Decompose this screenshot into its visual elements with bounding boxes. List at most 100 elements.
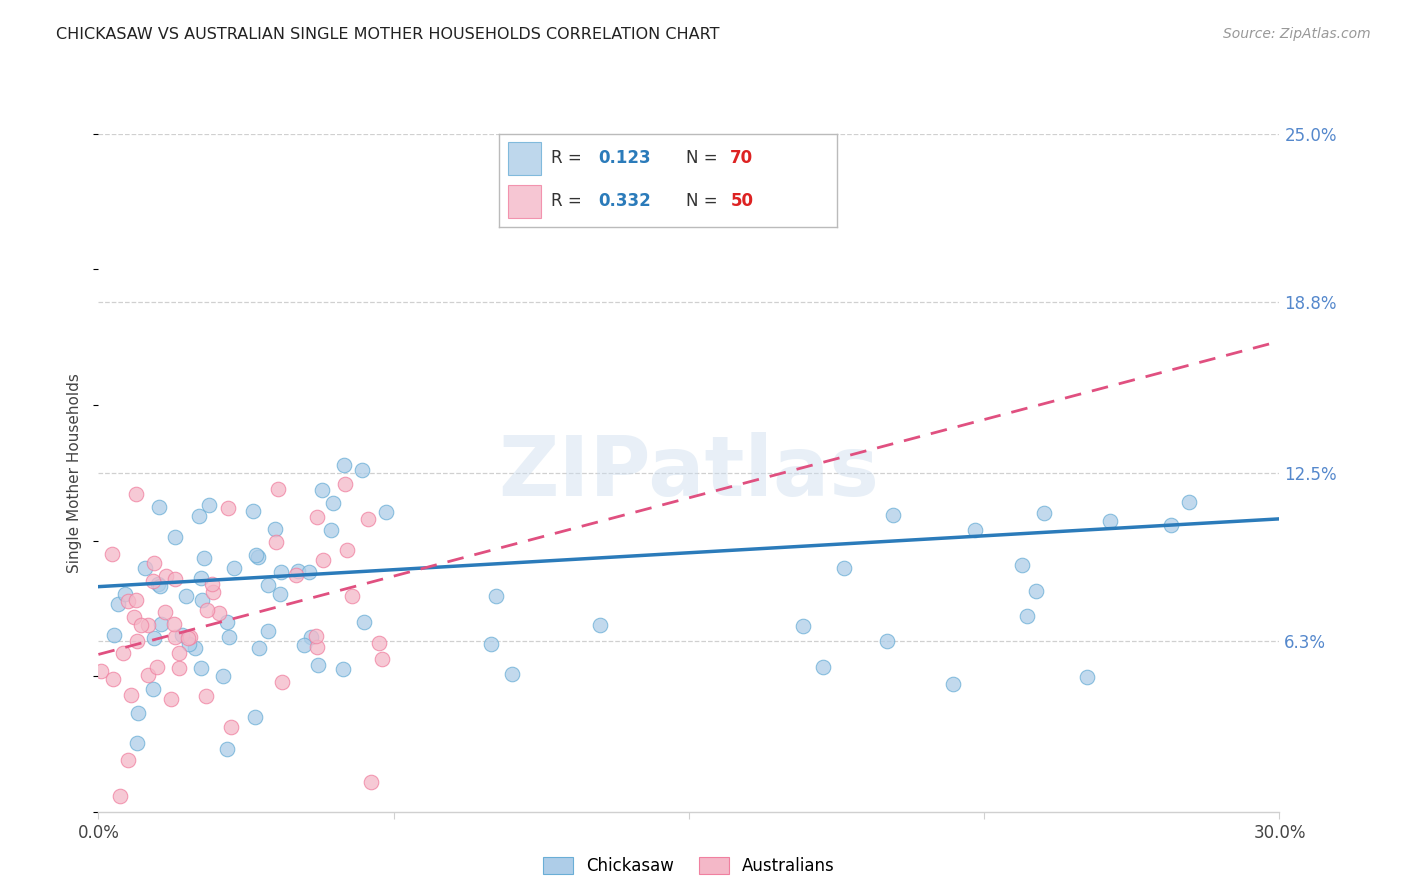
Point bbox=[307, 658, 329, 673]
Point bbox=[167, 661, 190, 675]
Point bbox=[332, 662, 354, 676]
Point bbox=[149, 579, 172, 593]
Point bbox=[257, 624, 280, 638]
Text: N =: N = bbox=[686, 193, 723, 211]
Point bbox=[270, 565, 292, 579]
Point bbox=[1160, 517, 1182, 532]
Point bbox=[148, 576, 170, 591]
Text: 0.332: 0.332 bbox=[599, 193, 651, 211]
Point bbox=[114, 587, 136, 601]
Point bbox=[1015, 608, 1038, 623]
Text: N =: N = bbox=[686, 149, 723, 167]
Point bbox=[271, 675, 294, 690]
Y-axis label: Single Mother Households: Single Mother Households bbox=[67, 373, 83, 573]
Point bbox=[191, 592, 214, 607]
Point bbox=[167, 646, 190, 660]
Point bbox=[245, 710, 267, 724]
Text: R =: R = bbox=[551, 149, 588, 167]
Point bbox=[217, 615, 239, 629]
Point bbox=[357, 511, 380, 525]
Point bbox=[353, 615, 375, 629]
Point bbox=[832, 561, 855, 575]
Point bbox=[305, 640, 328, 655]
Point bbox=[1076, 669, 1098, 683]
Point bbox=[264, 523, 287, 537]
Point bbox=[792, 619, 814, 633]
Point bbox=[336, 543, 359, 558]
Point bbox=[965, 524, 987, 538]
Point bbox=[484, 589, 506, 603]
Point bbox=[165, 530, 187, 544]
Text: 70: 70 bbox=[730, 149, 754, 167]
Point bbox=[501, 667, 523, 681]
Point bbox=[352, 463, 374, 477]
Point bbox=[107, 597, 129, 611]
Point bbox=[155, 569, 177, 583]
Point bbox=[124, 487, 146, 501]
Point bbox=[284, 568, 307, 582]
Point bbox=[217, 500, 239, 515]
Point bbox=[190, 571, 212, 585]
Point bbox=[125, 736, 148, 750]
Point bbox=[375, 505, 398, 519]
Point bbox=[122, 609, 145, 624]
Point bbox=[312, 553, 335, 567]
Point bbox=[342, 590, 364, 604]
FancyBboxPatch shape bbox=[508, 142, 541, 175]
Point bbox=[134, 560, 156, 574]
Point bbox=[266, 534, 288, 549]
Point bbox=[193, 550, 215, 565]
Text: R =: R = bbox=[551, 193, 588, 211]
Point bbox=[256, 578, 278, 592]
Point bbox=[246, 549, 269, 564]
Point bbox=[208, 606, 231, 620]
Point bbox=[103, 628, 125, 642]
Point bbox=[124, 592, 146, 607]
Text: ZIPatlas: ZIPatlas bbox=[499, 433, 879, 513]
Point bbox=[108, 789, 131, 803]
Point bbox=[183, 641, 205, 656]
Point bbox=[333, 476, 356, 491]
Point bbox=[155, 605, 177, 619]
Point bbox=[589, 618, 612, 632]
Point bbox=[172, 628, 194, 642]
Point bbox=[269, 587, 291, 601]
Point bbox=[195, 603, 218, 617]
Point bbox=[142, 681, 165, 696]
Point bbox=[127, 706, 149, 721]
Point bbox=[360, 775, 382, 789]
Point bbox=[201, 577, 224, 591]
Point bbox=[371, 651, 394, 665]
Point bbox=[136, 667, 159, 681]
Point bbox=[322, 496, 344, 510]
Text: 50: 50 bbox=[730, 193, 754, 211]
Point bbox=[160, 692, 183, 706]
Point bbox=[266, 482, 288, 496]
Point bbox=[103, 672, 125, 686]
Point bbox=[224, 561, 246, 575]
Point bbox=[127, 634, 149, 648]
Point bbox=[876, 633, 898, 648]
Point bbox=[215, 741, 238, 756]
Point bbox=[811, 660, 834, 674]
Point bbox=[145, 659, 167, 673]
Point bbox=[245, 549, 267, 563]
Point bbox=[319, 523, 342, 537]
Text: CHICKASAW VS AUSTRALIAN SINGLE MOTHER HOUSEHOLDS CORRELATION CHART: CHICKASAW VS AUSTRALIAN SINGLE MOTHER HO… bbox=[56, 27, 720, 42]
Point bbox=[367, 635, 389, 649]
Point bbox=[942, 677, 965, 691]
Point bbox=[187, 508, 209, 523]
Point bbox=[479, 637, 502, 651]
Point bbox=[149, 617, 172, 632]
Point bbox=[1032, 506, 1054, 520]
Point bbox=[143, 556, 166, 570]
Point bbox=[1098, 514, 1121, 528]
Point bbox=[298, 565, 321, 579]
Point bbox=[292, 639, 315, 653]
Point bbox=[100, 547, 122, 561]
Point bbox=[90, 664, 112, 678]
Point bbox=[1025, 584, 1047, 599]
Point bbox=[111, 647, 134, 661]
Point bbox=[117, 753, 139, 767]
Point bbox=[332, 458, 354, 473]
